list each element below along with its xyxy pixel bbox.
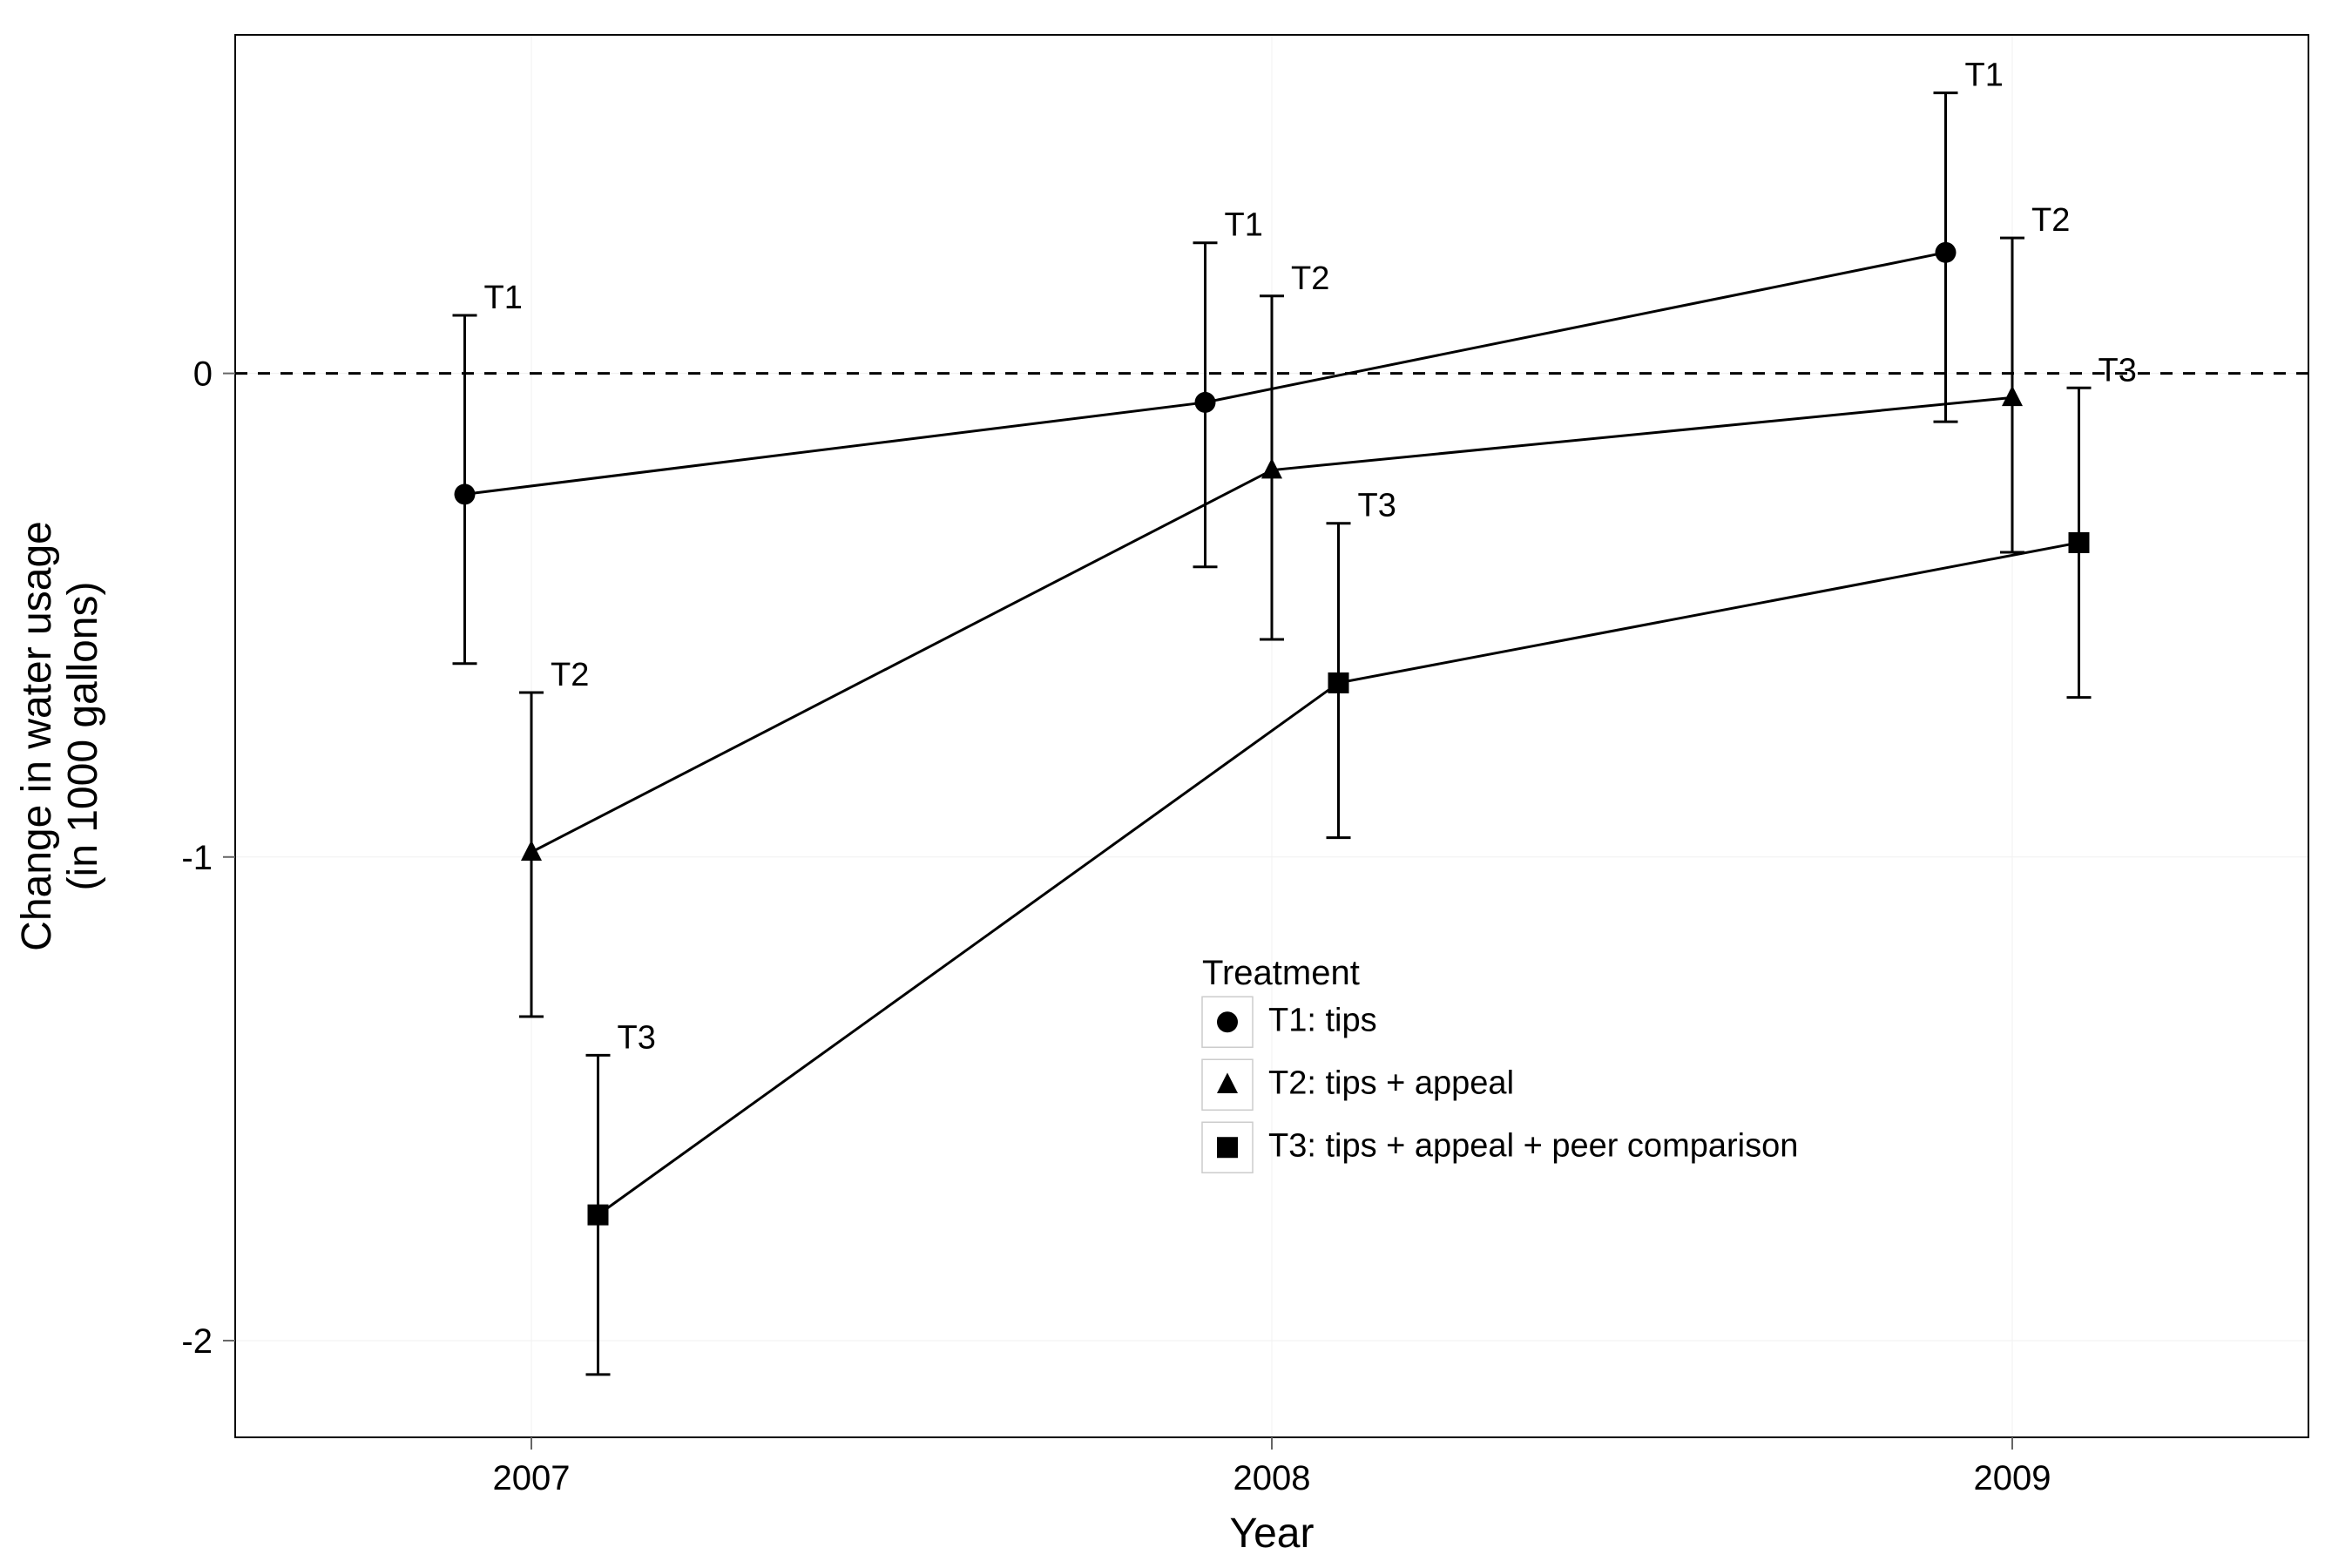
chart-container: T1 T1 T1 T2 T2 T2 T3 T3 T3 2007 2008 2009 -2 -1 0 Year C… xyxy=(0,0,2352,1568)
y-axis-title-line2: (in 1000 gallons) xyxy=(60,582,106,891)
point-label: T1 xyxy=(1965,57,2004,94)
legend-title: Treatment xyxy=(1202,954,1360,992)
point-label: T1 xyxy=(1225,207,1263,244)
marker-circle xyxy=(455,483,476,504)
x-axis-title: Year xyxy=(1230,1511,1315,1557)
x-tick-label: 2007 xyxy=(493,1459,571,1497)
legend-item-label: T3: tips + appeal + peer comparison xyxy=(1268,1128,1798,1165)
point-label: T2 xyxy=(2031,202,2070,239)
marker-circle xyxy=(1217,1011,1238,1032)
point-label: T3 xyxy=(2099,352,2137,389)
marker-square xyxy=(1328,672,1349,693)
y-axis-title-group: Change in water usage(in 1000 gallons) xyxy=(14,521,106,951)
marker-circle xyxy=(1936,242,1957,263)
y-tick-label: 0 xyxy=(193,355,213,394)
point-label: T3 xyxy=(1358,488,1396,524)
point-label: T3 xyxy=(618,1019,656,1056)
y-axis-title-line1: Change in water usage xyxy=(14,521,60,951)
x-tick-label: 2009 xyxy=(1974,1459,2051,1497)
legend-item-label: T1: tips xyxy=(1268,1003,1377,1039)
plot-panel: T1 T1 T1 T2 T2 T2 T3 T3 T3 xyxy=(235,35,2308,1437)
chart-svg: T1 T1 T1 T2 T2 T2 T3 T3 T3 2007 2008 2009 -2 -1 0 Year C… xyxy=(0,0,2352,1568)
point-label: T1 xyxy=(484,280,523,316)
marker-circle xyxy=(1195,392,1216,413)
x-tick-label: 2008 xyxy=(1233,1459,1311,1497)
marker-square xyxy=(588,1205,609,1226)
point-label: T2 xyxy=(1291,260,1329,297)
legend-item-label: T2: tips + appeal xyxy=(1268,1065,1514,1102)
marker-square xyxy=(2069,532,2090,553)
y-tick-label: -2 xyxy=(181,1322,213,1361)
marker-square xyxy=(1217,1137,1238,1158)
point-label: T2 xyxy=(551,657,589,693)
y-tick-label: -1 xyxy=(181,839,213,877)
